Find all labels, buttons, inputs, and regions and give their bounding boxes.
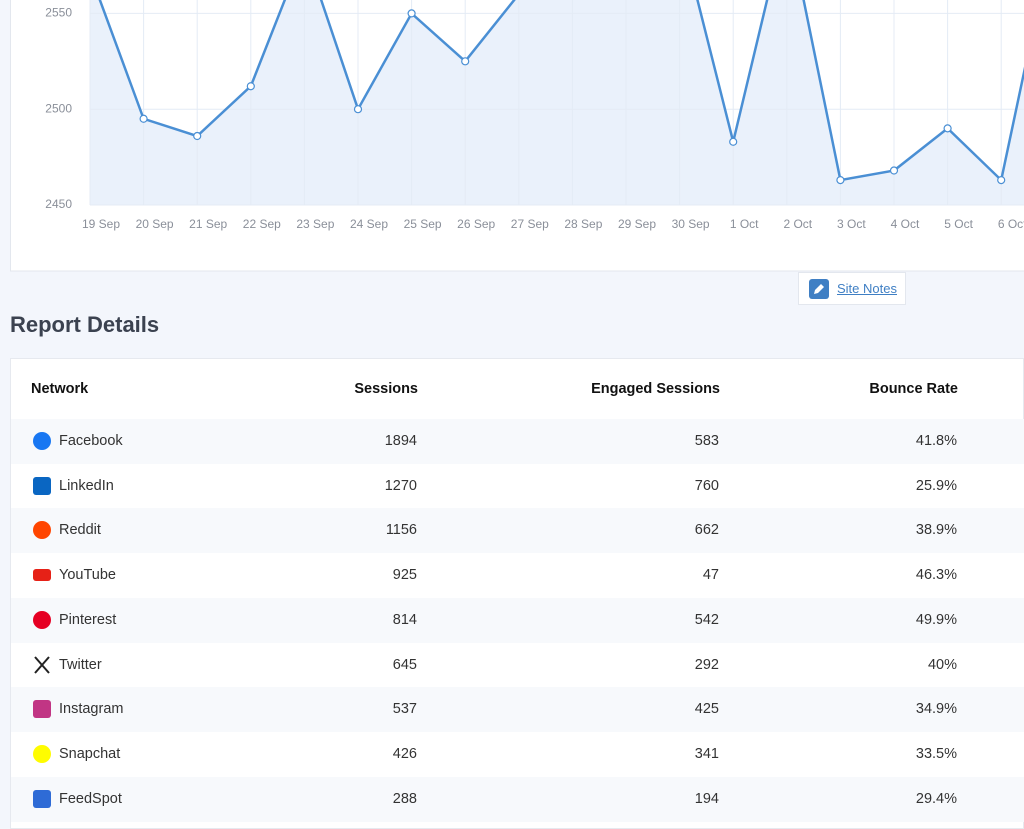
x-tick-label: 27 Sep — [511, 217, 549, 231]
point — [889, 166, 899, 175]
x-tick-label: 23 Sep — [296, 217, 334, 231]
x-tick-label: 29 Sep — [618, 217, 656, 231]
x-tick-label: 2 Oct — [783, 217, 812, 231]
x-tick-label: 1 Oct — [730, 217, 759, 231]
table-cell: 583 — [694, 433, 719, 449]
column-header: Network — [31, 381, 89, 397]
point — [836, 175, 845, 185]
table-cell: 1894 — [384, 433, 417, 449]
table-cell: 29.4% — [915, 790, 957, 807]
network-icon — [33, 610, 51, 629]
table-cell: 49.9% — [915, 611, 957, 628]
table-cell: 34.9% — [915, 701, 957, 718]
table-cell: Pinterest — [59, 611, 117, 628]
table-cell: 426 — [392, 745, 417, 762]
table-cell: Reddit — [59, 522, 101, 539]
table-cell: Facebook — [59, 433, 123, 449]
area — [90, 0, 1024, 205]
table-cell: 537 — [392, 701, 417, 718]
site-notes-button[interactable]: Site Notes — [798, 272, 906, 305]
network-icon — [33, 569, 51, 582]
x-tick-label: 30 Sep — [672, 217, 710, 231]
point — [193, 131, 202, 141]
x-tick-label: 24 Sep — [350, 217, 388, 231]
table-row: Twitter 645 292 40% — [11, 642, 1024, 688]
y-tick-label: 2450 — [45, 197, 72, 211]
point — [353, 105, 363, 114]
table-cell: 194 — [694, 790, 719, 807]
point — [139, 114, 148, 123]
report-table: Network Sessions Engaged Sessions Bounce Ra… — [10, 358, 1024, 829]
network-icon — [33, 432, 51, 450]
network-icon — [33, 521, 51, 540]
x-tick-label: 22 Sep — [243, 217, 281, 231]
x-tick-label: 28 Sep — [564, 217, 602, 231]
point — [997, 175, 1006, 185]
table-cell: 38.9% — [915, 522, 957, 539]
point — [461, 57, 470, 66]
point — [943, 124, 952, 133]
column-header: Sessions — [354, 381, 418, 397]
point — [407, 9, 416, 18]
column-header: Bounce Rate — [869, 381, 958, 397]
table-cell: Snapchat — [59, 745, 121, 762]
chart: 2450 2500 2550 19 Sep 20 Sep 21 Sep 22 Sep 23 S… — [10, 0, 1024, 272]
table-row: Instagram 537 425 34.9% — [11, 687, 1024, 733]
table-cell: 25.9% — [915, 477, 957, 494]
table-cell: 1270 — [384, 477, 417, 494]
table-cell: LinkedIn — [59, 477, 114, 494]
table-cell: FeedSpot — [59, 790, 122, 807]
network-icon — [34, 655, 50, 674]
column-header: Engaged Sessions — [591, 381, 720, 397]
table-cell: 425 — [694, 701, 719, 718]
point — [729, 137, 738, 146]
table-cell: Twitter — [59, 656, 102, 673]
section-title: Report Details — [10, 312, 160, 337]
notes-icon — [809, 278, 829, 299]
x-tick-label: 25 Sep — [404, 217, 442, 231]
site-notes-link[interactable]: Site Notes — [837, 281, 897, 296]
table-cell: 33.5% — [915, 745, 957, 762]
network-icon — [33, 476, 51, 495]
table-cell: YouTube — [59, 567, 116, 584]
network-icon — [33, 789, 51, 808]
table-row: Snapchat 426 341 33.5% — [11, 731, 1024, 777]
table-cell: 40% — [927, 656, 957, 673]
x-tick-label: 6 Oct — [998, 217, 1024, 231]
table-cell: 292 — [694, 656, 719, 673]
table-cell: 662 — [694, 522, 719, 539]
y-tick-label: 2500 — [45, 101, 72, 115]
table-cell: 47 — [702, 567, 719, 584]
table-row: FeedSpot 288 194 29.4% — [11, 776, 1024, 822]
table-cell: Instagram — [59, 701, 124, 718]
table-cell: 760 — [694, 477, 719, 494]
table-row: Facebook 1894 583 41.8% — [11, 419, 1024, 464]
network-icon — [33, 700, 51, 719]
table-cell: 645 — [392, 656, 417, 673]
table-row: LinkedIn 1270 760 25.9% — [11, 463, 1024, 509]
table-cell: 814 — [392, 611, 417, 628]
x-tick-label: 26 Sep — [457, 217, 495, 231]
x-tick-label: 19 Sep — [82, 217, 120, 231]
table-row: YouTube 925 47 46.3% — [11, 553, 1024, 599]
table-cell: 341 — [694, 745, 719, 762]
x-tick-label: 20 Sep — [136, 217, 174, 231]
table-cell: 41.8% — [915, 433, 957, 449]
point — [246, 82, 255, 91]
table-cell: 542 — [694, 611, 719, 628]
table-cell: 288 — [392, 790, 417, 807]
x-tick-label: 3 Oct — [837, 217, 866, 231]
table-cell: 46.3% — [915, 567, 957, 584]
table-cell: 925 — [392, 567, 417, 584]
x-tick-label: 4 Oct — [891, 217, 920, 231]
network-icon — [33, 744, 51, 763]
x-tick-label: 5 Oct — [944, 217, 973, 231]
table-row: Reddit 1156 662 38.9% — [11, 508, 1024, 554]
y-tick-label: 2550 — [45, 6, 72, 20]
table-row: Pinterest 814 542 49.9% — [11, 597, 1024, 643]
x-tick-label: 21 Sep — [189, 217, 227, 231]
table-cell: 1156 — [385, 522, 417, 539]
